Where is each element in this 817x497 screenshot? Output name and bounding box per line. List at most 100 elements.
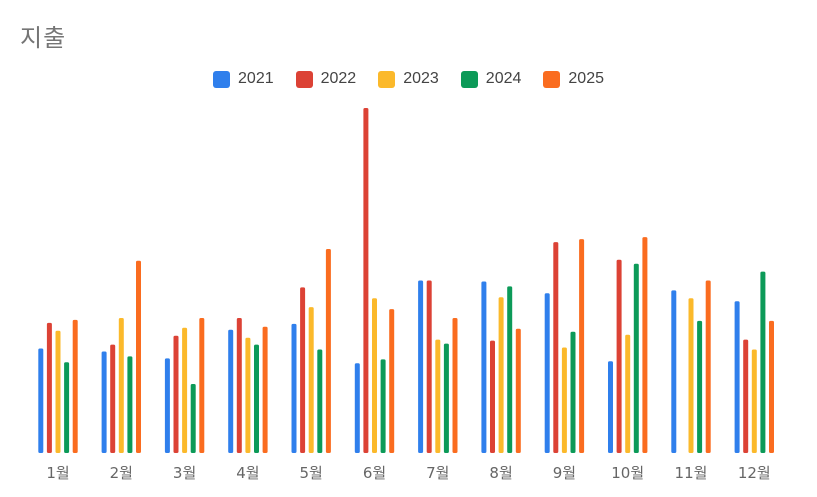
bar-2022-10[interactable] <box>616 259 622 453</box>
bar-2025-6[interactable] <box>389 309 395 453</box>
bar-2023-5[interactable] <box>308 307 314 453</box>
bar-2024-1[interactable] <box>64 362 70 453</box>
legend-label: 2022 <box>320 70 357 87</box>
bar-group-5 <box>291 249 331 454</box>
bar-2025-12[interactable] <box>769 320 774 453</box>
bar-group-1 <box>38 319 78 454</box>
bar-group-4 <box>228 318 268 453</box>
bar-2022-1[interactable] <box>46 322 52 453</box>
legend-swatch <box>378 70 396 88</box>
bar-2025-11[interactable] <box>705 280 711 454</box>
bar-2025-7[interactable] <box>452 318 458 453</box>
bar-2021-4[interactable] <box>228 329 234 453</box>
bar-2021-5[interactable] <box>291 323 297 453</box>
bar-2023-12[interactable] <box>751 349 757 454</box>
bar-2021-9[interactable] <box>544 293 550 453</box>
bar-group-11 <box>671 280 711 454</box>
x-tick-label: 8월 <box>489 464 512 482</box>
bar-2021-3[interactable] <box>164 358 170 453</box>
legend-label: 2023 <box>403 70 439 87</box>
bar-2022-5[interactable] <box>300 287 306 453</box>
bar-2022-3[interactable] <box>173 335 179 453</box>
legend-item-2023[interactable]: 2023 <box>378 70 439 88</box>
bar-2025-9[interactable] <box>579 239 585 453</box>
legend-item-2024[interactable]: 2024 <box>460 70 522 88</box>
bar-2024-4[interactable] <box>254 344 259 453</box>
legend-label: 2024 <box>485 70 522 87</box>
bar-2022-9[interactable] <box>553 242 559 453</box>
bar-group-8 <box>481 281 521 454</box>
bar-2025-4[interactable] <box>262 326 268 453</box>
bar-2022-12[interactable] <box>743 339 749 453</box>
bar-2022-6[interactable] <box>363 108 369 453</box>
bar-2024-3[interactable] <box>190 384 196 453</box>
bar-group-3 <box>164 318 205 453</box>
bar-2022-2[interactable] <box>110 344 116 453</box>
bar-2025-2[interactable] <box>136 260 141 453</box>
legend-swatch <box>460 70 478 88</box>
bar-2023-1[interactable] <box>55 330 61 453</box>
bar-2021-7[interactable] <box>418 280 424 454</box>
legend-label: 2025 <box>568 70 604 87</box>
bar-2021-2[interactable] <box>101 351 107 454</box>
bar-2023-3[interactable] <box>182 327 188 453</box>
bar-2023-6[interactable] <box>372 298 377 453</box>
x-tick-label: 12월 <box>738 464 771 482</box>
bar-2024-6[interactable] <box>380 359 386 453</box>
bar-2025-8[interactable] <box>515 328 521 453</box>
chart-title: 지출 <box>20 24 67 52</box>
bar-group-9 <box>544 239 585 454</box>
legend-item-2022[interactable]: 2022 <box>295 70 357 88</box>
bar-2023-2[interactable] <box>118 318 124 453</box>
bar-2024-7[interactable] <box>443 343 449 453</box>
bar-group-12 <box>734 271 774 454</box>
x-tick-label: 4월 <box>236 464 259 482</box>
bar-2024-8[interactable] <box>507 286 513 453</box>
bar-2025-3[interactable] <box>199 318 205 453</box>
bar-2023-11[interactable] <box>688 298 694 453</box>
bar-2022-4[interactable] <box>236 318 242 453</box>
chart-legend: 2021 2022 2023 2024 2025 <box>0 70 817 88</box>
bar-2022-8[interactable] <box>490 340 495 453</box>
legend-swatch <box>213 70 231 88</box>
x-tick-label: 6월 <box>363 464 386 482</box>
legend-item-2025[interactable]: 2025 <box>543 70 604 88</box>
x-tick-label: 1월 <box>46 464 69 482</box>
bar-2023-8[interactable] <box>498 297 504 453</box>
bar-2021-6[interactable] <box>354 363 360 453</box>
bar-2022-7[interactable] <box>426 280 432 454</box>
bar-2024-10[interactable] <box>633 263 639 453</box>
bar-group-7 <box>418 280 458 454</box>
bar-2021-12[interactable] <box>734 301 740 453</box>
bar-2023-9[interactable] <box>561 347 567 454</box>
bar-2023-4[interactable] <box>245 337 251 453</box>
bar-2023-10[interactable] <box>625 334 631 453</box>
bar-group-6 <box>354 108 395 453</box>
bar-2025-1[interactable] <box>72 319 78 453</box>
legend-swatch <box>295 70 313 88</box>
legend-label: 2021 <box>238 70 274 87</box>
x-tick-label: 2월 <box>110 464 133 482</box>
bar-group-2 <box>101 260 141 454</box>
bar-2024-9[interactable] <box>570 331 576 453</box>
bar-2021-1[interactable] <box>38 348 44 454</box>
bar-2023-7[interactable] <box>435 339 441 453</box>
x-tick-label: 11월 <box>675 464 708 482</box>
bar-2025-10[interactable] <box>642 237 648 453</box>
bar-2024-12[interactable] <box>760 271 766 453</box>
bar-group-10 <box>608 237 648 453</box>
bar-2025-5[interactable] <box>325 249 331 453</box>
legend-item-2021[interactable]: 2021 <box>213 70 274 88</box>
bar-2024-2[interactable] <box>127 356 133 453</box>
bar-2024-5[interactable] <box>317 349 323 454</box>
x-tick-label: 5월 <box>300 464 323 482</box>
x-tick-label: 7월 <box>426 464 449 482</box>
bar-2021-8[interactable] <box>481 281 487 454</box>
bar-2021-10[interactable] <box>608 361 613 453</box>
bar-2021-11[interactable] <box>671 290 677 453</box>
x-tick-label: 9월 <box>553 464 576 482</box>
x-tick-label: 10월 <box>611 464 644 482</box>
x-tick-label: 3월 <box>173 464 196 482</box>
bar-2024-11[interactable] <box>697 320 703 453</box>
